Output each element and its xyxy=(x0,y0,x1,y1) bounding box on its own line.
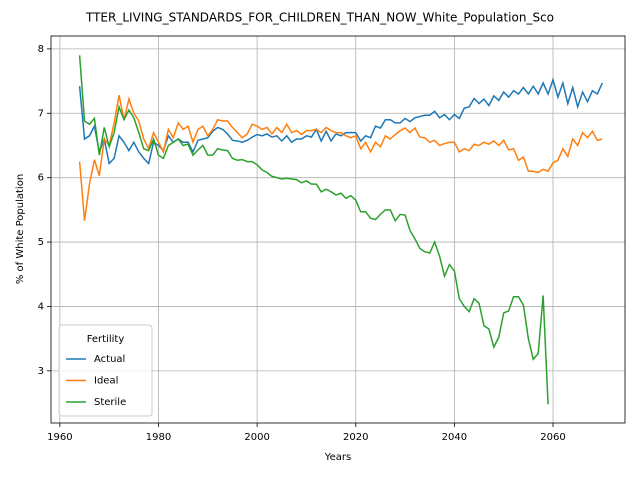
y-tick-label: 5 xyxy=(38,237,44,248)
data-line xyxy=(78,77,604,166)
legend-label: Sterile xyxy=(94,397,126,408)
y-tick-label: 3 xyxy=(38,366,44,377)
y-axis-label: % of White Population xyxy=(15,174,26,284)
plot-frame xyxy=(50,35,626,424)
y-tick-label: 6 xyxy=(38,173,44,184)
x-tick-label: 2020 xyxy=(343,432,368,443)
legend-label: Ideal xyxy=(94,376,118,387)
x-tick-label: 2000 xyxy=(244,432,269,443)
x-tick-label: 1980 xyxy=(146,432,171,443)
data-line xyxy=(78,95,603,221)
x-tick-label: 1960 xyxy=(47,432,72,443)
legend-box xyxy=(58,324,153,417)
data-line xyxy=(78,55,549,405)
x-axis-label: Years xyxy=(324,452,351,463)
y-tick-label: 8 xyxy=(38,44,44,55)
y-tick-label: 4 xyxy=(38,301,44,312)
chart-title: TTER_LIVING_STANDARDS_FOR_CHILDREN_THAN_… xyxy=(85,11,554,25)
x-tick-label: 2040 xyxy=(442,432,467,443)
legend-title: Fertility xyxy=(87,334,125,345)
x-tick-label: 2060 xyxy=(540,432,565,443)
legend-label: Actual xyxy=(94,354,125,365)
y-tick-label: 7 xyxy=(38,108,44,119)
